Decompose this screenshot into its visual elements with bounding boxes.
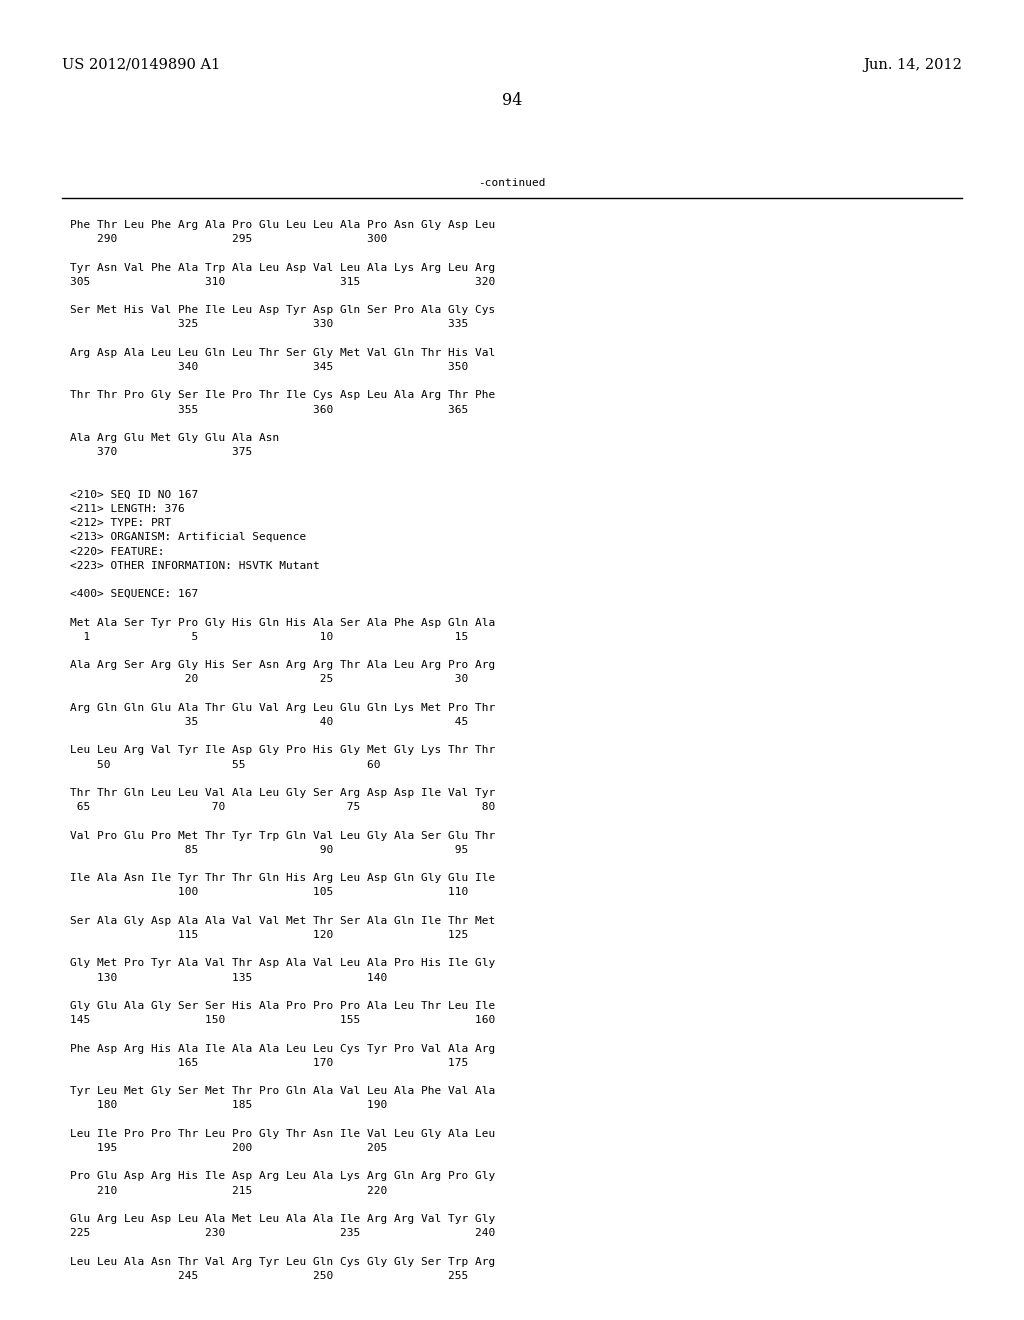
Text: Leu Leu Arg Val Tyr Ile Asp Gly Pro His Gly Met Gly Lys Thr Thr: Leu Leu Arg Val Tyr Ile Asp Gly Pro His … [70, 746, 496, 755]
Text: Gly Glu Ala Gly Ser Ser His Ala Pro Pro Pro Ala Leu Thr Leu Ile: Gly Glu Ala Gly Ser Ser His Ala Pro Pro … [70, 1001, 496, 1011]
Text: 85                  90                  95: 85 90 95 [70, 845, 468, 855]
Text: 50                  55                  60: 50 55 60 [70, 759, 381, 770]
Text: Leu Ile Pro Pro Thr Leu Pro Gly Thr Asn Ile Val Leu Gly Ala Leu: Leu Ile Pro Pro Thr Leu Pro Gly Thr Asn … [70, 1129, 496, 1139]
Text: -continued: -continued [478, 178, 546, 187]
Text: Val Pro Glu Pro Met Thr Tyr Trp Gln Val Leu Gly Ala Ser Glu Thr: Val Pro Glu Pro Met Thr Tyr Trp Gln Val … [70, 830, 496, 841]
Text: Arg Gln Gln Glu Ala Thr Glu Val Arg Leu Glu Gln Lys Met Pro Thr: Arg Gln Gln Glu Ala Thr Glu Val Arg Leu … [70, 702, 496, 713]
Text: 115                 120                 125: 115 120 125 [70, 931, 468, 940]
Text: 195                 200                 205: 195 200 205 [70, 1143, 387, 1152]
Text: <210> SEQ ID NO 167: <210> SEQ ID NO 167 [70, 490, 199, 500]
Text: Glu Arg Leu Asp Leu Ala Met Leu Ala Ala Ile Arg Arg Val Tyr Gly: Glu Arg Leu Asp Leu Ala Met Leu Ala Ala … [70, 1214, 496, 1224]
Text: 305                 310                 315                 320: 305 310 315 320 [70, 277, 496, 286]
Text: 145                 150                 155                 160: 145 150 155 160 [70, 1015, 496, 1026]
Text: 100                 105                 110: 100 105 110 [70, 887, 468, 898]
Text: Ala Arg Glu Met Gly Glu Ala Asn: Ala Arg Glu Met Gly Glu Ala Asn [70, 433, 280, 444]
Text: 325                 330                 335: 325 330 335 [70, 319, 468, 330]
Text: 180                 185                 190: 180 185 190 [70, 1101, 387, 1110]
Text: Met Ala Ser Tyr Pro Gly His Gln His Ala Ser Ala Phe Asp Gln Ala: Met Ala Ser Tyr Pro Gly His Gln His Ala … [70, 618, 496, 627]
Text: 165                 170                 175: 165 170 175 [70, 1057, 468, 1068]
Text: Gly Met Pro Tyr Ala Val Thr Asp Ala Val Leu Ala Pro His Ile Gly: Gly Met Pro Tyr Ala Val Thr Asp Ala Val … [70, 958, 496, 969]
Text: 20                  25                  30: 20 25 30 [70, 675, 468, 684]
Text: 370                 375: 370 375 [70, 447, 252, 457]
Text: Pro Glu Asp Arg His Ile Asp Arg Leu Ala Lys Arg Gln Arg Pro Gly: Pro Glu Asp Arg His Ile Asp Arg Leu Ala … [70, 1171, 496, 1181]
Text: Tyr Asn Val Phe Ala Trp Ala Leu Asp Val Leu Ala Lys Arg Leu Arg: Tyr Asn Val Phe Ala Trp Ala Leu Asp Val … [70, 263, 496, 273]
Text: Jun. 14, 2012: Jun. 14, 2012 [863, 58, 962, 73]
Text: Ala Arg Ser Arg Gly His Ser Asn Arg Arg Thr Ala Leu Arg Pro Arg: Ala Arg Ser Arg Gly His Ser Asn Arg Arg … [70, 660, 496, 671]
Text: 225                 230                 235                 240: 225 230 235 240 [70, 1228, 496, 1238]
Text: <211> LENGTH: 376: <211> LENGTH: 376 [70, 504, 184, 513]
Text: Leu Leu Ala Asn Thr Val Arg Tyr Leu Gln Cys Gly Gly Ser Trp Arg: Leu Leu Ala Asn Thr Val Arg Tyr Leu Gln … [70, 1257, 496, 1267]
Text: <400> SEQUENCE: 167: <400> SEQUENCE: 167 [70, 589, 199, 599]
Text: Tyr Leu Met Gly Ser Met Thr Pro Gln Ala Val Leu Ala Phe Val Ala: Tyr Leu Met Gly Ser Met Thr Pro Gln Ala … [70, 1086, 496, 1096]
Text: <212> TYPE: PRT: <212> TYPE: PRT [70, 519, 171, 528]
Text: 35                  40                  45: 35 40 45 [70, 717, 468, 727]
Text: Ser Ala Gly Asp Ala Ala Val Val Met Thr Ser Ala Gln Ile Thr Met: Ser Ala Gly Asp Ala Ala Val Val Met Thr … [70, 916, 496, 925]
Text: 355                 360                 365: 355 360 365 [70, 405, 468, 414]
Text: 1               5                  10                  15: 1 5 10 15 [70, 632, 468, 642]
Text: 130                 135                 140: 130 135 140 [70, 973, 387, 982]
Text: 210                 215                 220: 210 215 220 [70, 1185, 387, 1196]
Text: Arg Asp Ala Leu Leu Gln Leu Thr Ser Gly Met Val Gln Thr His Val: Arg Asp Ala Leu Leu Gln Leu Thr Ser Gly … [70, 347, 496, 358]
Text: <213> ORGANISM: Artificial Sequence: <213> ORGANISM: Artificial Sequence [70, 532, 306, 543]
Text: <223> OTHER INFORMATION: HSVTK Mutant: <223> OTHER INFORMATION: HSVTK Mutant [70, 561, 319, 570]
Text: 65                  70                  75                  80: 65 70 75 80 [70, 803, 496, 812]
Text: 340                 345                 350: 340 345 350 [70, 362, 468, 372]
Text: Ile Ala Asn Ile Tyr Thr Thr Gln His Arg Leu Asp Gln Gly Glu Ile: Ile Ala Asn Ile Tyr Thr Thr Gln His Arg … [70, 874, 496, 883]
Text: 94: 94 [502, 92, 522, 110]
Text: 245                 250                 255: 245 250 255 [70, 1271, 468, 1280]
Text: Ser Met His Val Phe Ile Leu Asp Tyr Asp Gln Ser Pro Ala Gly Cys: Ser Met His Val Phe Ile Leu Asp Tyr Asp … [70, 305, 496, 315]
Text: <220> FEATURE:: <220> FEATURE: [70, 546, 165, 557]
Text: 290                 295                 300: 290 295 300 [70, 234, 387, 244]
Text: Thr Thr Gln Leu Leu Val Ala Leu Gly Ser Arg Asp Asp Ile Val Tyr: Thr Thr Gln Leu Leu Val Ala Leu Gly Ser … [70, 788, 496, 799]
Text: Phe Thr Leu Phe Arg Ala Pro Glu Leu Leu Ala Pro Asn Gly Asp Leu: Phe Thr Leu Phe Arg Ala Pro Glu Leu Leu … [70, 220, 496, 230]
Text: Phe Asp Arg His Ala Ile Ala Ala Leu Leu Cys Tyr Pro Val Ala Arg: Phe Asp Arg His Ala Ile Ala Ala Leu Leu … [70, 1044, 496, 1053]
Text: Thr Thr Pro Gly Ser Ile Pro Thr Ile Cys Asp Leu Ala Arg Thr Phe: Thr Thr Pro Gly Ser Ile Pro Thr Ile Cys … [70, 391, 496, 400]
Text: US 2012/0149890 A1: US 2012/0149890 A1 [62, 58, 220, 73]
